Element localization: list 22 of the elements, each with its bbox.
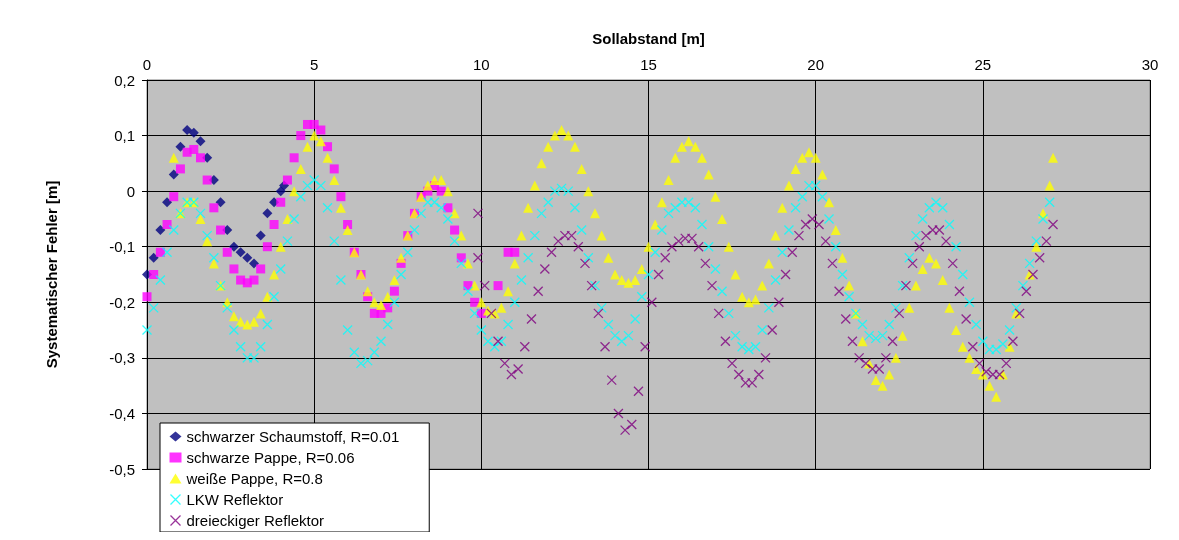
y-tick-label: 0,2	[114, 71, 135, 89]
y-axis-title: Systematischer Fehler [m]	[43, 180, 60, 369]
legend-label: schwarzer Schaumstoff, R=0.01	[186, 428, 400, 445]
x-axis-title: Sollabstand [m]	[592, 30, 705, 47]
legend-label: schwarze Pappe, R=0.06	[186, 449, 355, 466]
x-tick-label: 15	[640, 56, 657, 73]
x-tick-label: 0	[142, 56, 152, 73]
y-tick-label: -0,3	[109, 349, 135, 367]
x-tick-label: 25	[974, 56, 992, 73]
x-tick-label: 20	[807, 56, 825, 73]
y-tick-label: 0	[126, 182, 135, 200]
y-tick-label: 0,1	[114, 127, 135, 145]
y-tick-label: -0,2	[109, 293, 135, 311]
y-tick-label: -0,4	[109, 404, 135, 422]
y-tick-label: -0,1	[109, 238, 135, 256]
legend-label: LKW Reflektor	[186, 491, 284, 508]
x-tick-label: 10	[472, 56, 490, 73]
x-tick-label: 5	[309, 56, 319, 73]
y-tick-label: -0,5	[109, 460, 135, 478]
legend-label: dreieckiger Reflektor	[186, 512, 325, 529]
legend-label: weiße Pappe, R=0.8	[185, 470, 323, 487]
x-tick-label: 30	[1141, 56, 1159, 73]
